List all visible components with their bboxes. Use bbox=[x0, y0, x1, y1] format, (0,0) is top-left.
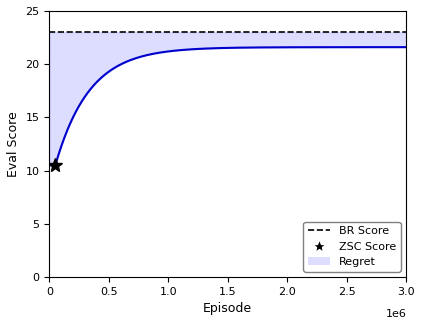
Legend: BR Score, ZSC Score, Regret: BR Score, ZSC Score, Regret bbox=[303, 222, 400, 272]
Text: 1e6: 1e6 bbox=[385, 309, 406, 319]
X-axis label: Episode: Episode bbox=[203, 302, 252, 315]
Y-axis label: Eval Score: Eval Score bbox=[7, 111, 20, 177]
